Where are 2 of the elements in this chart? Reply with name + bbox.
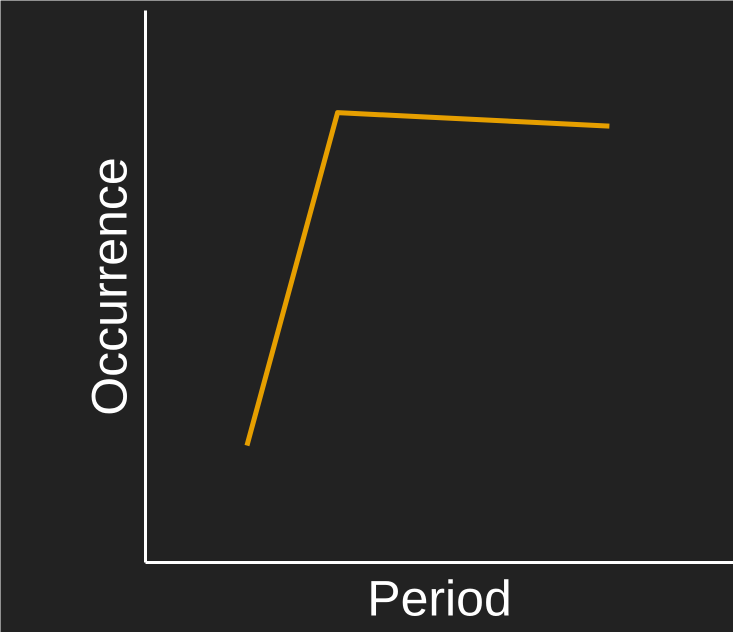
x-axis-title: Period bbox=[367, 570, 512, 626]
y-axis-title: Occurrence bbox=[82, 157, 138, 416]
